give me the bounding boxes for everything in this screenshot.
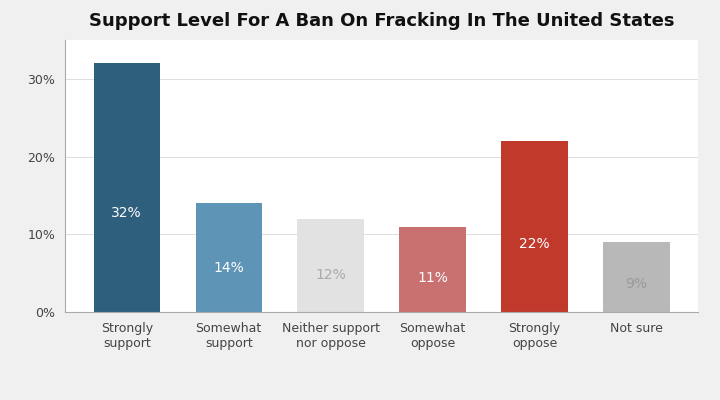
Bar [501, 141, 567, 312]
Text: 14%: 14% [213, 262, 244, 276]
Bar [400, 226, 466, 312]
Bar [94, 63, 160, 312]
Text: 12%: 12% [315, 268, 346, 282]
Text: 9%: 9% [626, 277, 647, 291]
Text: 11%: 11% [417, 271, 448, 285]
Bar [196, 203, 262, 312]
Title: Support Level For A Ban On Fracking In The United States: Support Level For A Ban On Fracking In T… [89, 12, 675, 30]
Text: 32%: 32% [112, 206, 142, 220]
Bar [297, 219, 364, 312]
Bar [603, 242, 670, 312]
Text: 22%: 22% [519, 237, 550, 251]
